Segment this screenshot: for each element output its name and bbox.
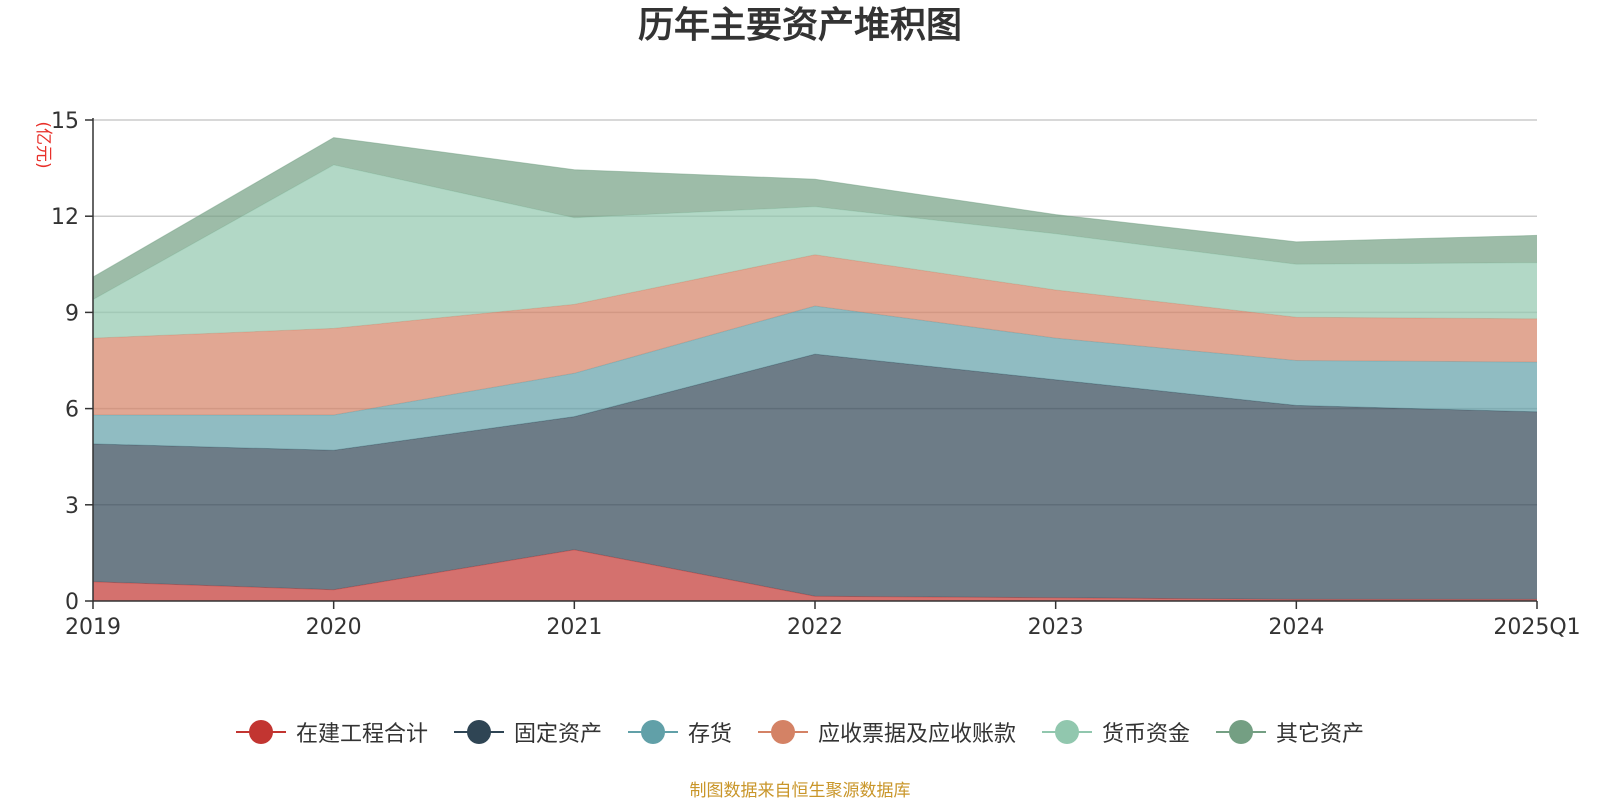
area-layer: [92, 137, 1538, 601]
x-tick-label: 2023: [1028, 615, 1084, 640]
series-area: [93, 137, 1537, 300]
y-tick-label: 9: [65, 301, 79, 326]
legend-label: 在建工程合计: [295, 722, 428, 747]
legend-label: 存货: [687, 722, 732, 747]
legend-marker-icon: [1042, 719, 1093, 745]
legend-marker-icon: [758, 719, 808, 745]
legend-item[interactable]: 其它资产: [1216, 716, 1364, 748]
legend-label: 货币资金: [1102, 722, 1191, 747]
legend-marker-icon: [235, 719, 286, 745]
legend: 在建工程合计 固定资产 存货 应收票据及应收账款 货币资金 其它资产: [0, 716, 1600, 748]
legend-item[interactable]: 在建工程合计: [235, 716, 428, 748]
source-note: 制图数据来自恒生聚源数据库: [689, 781, 911, 801]
legend-marker-icon: [453, 719, 504, 745]
series-area: [93, 164, 1537, 339]
x-tick-label: 2020: [306, 615, 362, 640]
y-tick-label: 6: [65, 398, 79, 423]
legend-item[interactable]: 货币资金: [1042, 716, 1190, 748]
y-tick-label: 15: [51, 109, 79, 134]
y-tick-label: 3: [65, 494, 79, 519]
x-tick-label: 2022: [787, 615, 843, 640]
chart-title: 历年主要资产堆积图: [637, 5, 962, 46]
legend-marker-icon: [627, 719, 678, 745]
y-tick-label: 12: [51, 205, 79, 230]
series-area: [93, 254, 1537, 415]
series-area: [93, 354, 1537, 600]
legend-item[interactable]: 固定资产: [453, 716, 602, 748]
series-line: [92, 137, 1538, 278]
legend-item[interactable]: 应收票据及应收账款: [758, 716, 1016, 748]
axis-layer: 0 3 6 9 12 15 2019 2020 2021 2022 2023 2024 2025Q1 (亿…: [33, 109, 1581, 640]
legend-label: 应收票据及应收账款: [818, 722, 1017, 747]
series-area: [93, 549, 1537, 601]
legend-label: 其它资产: [1276, 722, 1365, 747]
legend-marker-icon: [1216, 719, 1267, 745]
series-area: [93, 306, 1537, 451]
y-axis-label: (亿元): [33, 121, 53, 168]
x-tick-label: 2025Q1: [1493, 615, 1580, 640]
legend-item[interactable]: 存货: [627, 716, 732, 748]
x-tick-label: 2019: [65, 615, 121, 640]
y-tick-label: 0: [65, 590, 79, 615]
x-tick-label: 2021: [546, 615, 602, 640]
legend-label: 固定资产: [513, 722, 602, 747]
x-tick-label: 2024: [1268, 615, 1324, 640]
